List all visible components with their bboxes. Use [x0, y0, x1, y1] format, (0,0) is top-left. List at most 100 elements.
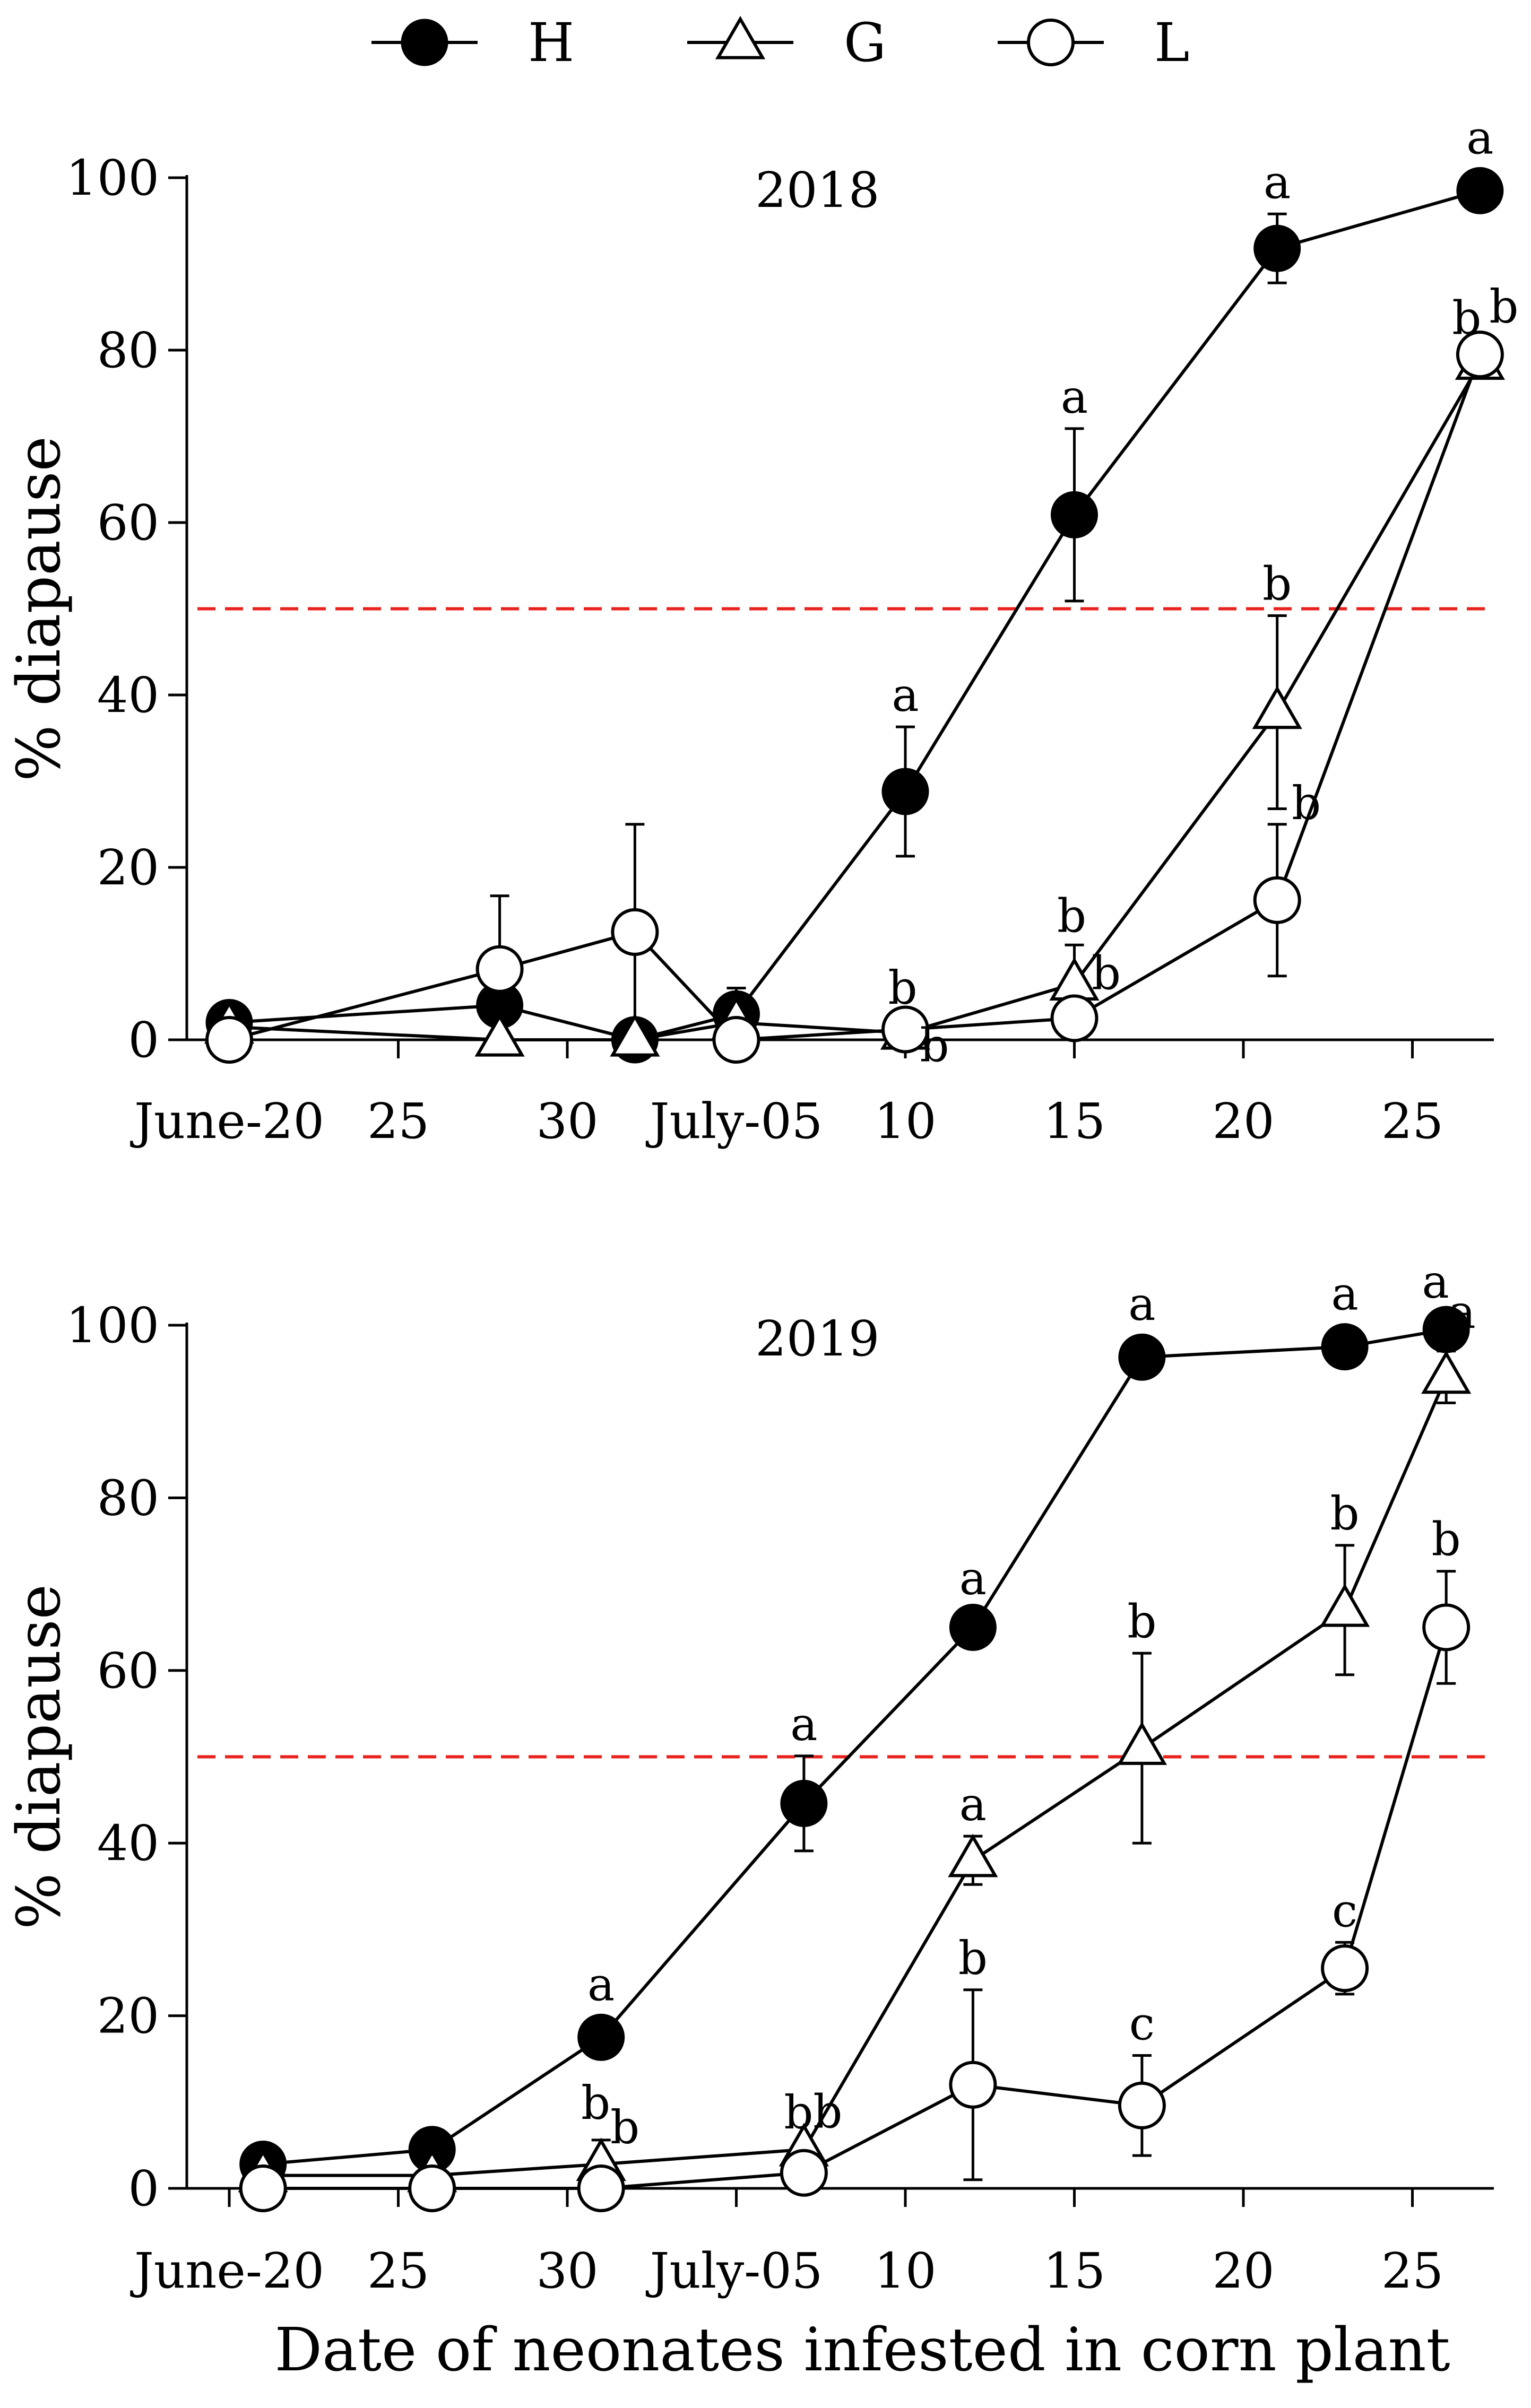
y-tick-label: 100: [66, 1297, 159, 1354]
point-G: [610, 1013, 660, 1057]
point-L: [881, 1005, 929, 1054]
x-tick-label: 10: [874, 1093, 936, 1150]
point-H: [577, 2013, 625, 2061]
point-L: [949, 2061, 997, 2109]
y-tick-label: 40: [97, 667, 159, 724]
sig-label-G: b: [1127, 1595, 1156, 1648]
x-tick-label: 20: [1212, 2242, 1274, 2299]
point-L: [577, 2164, 625, 2212]
sig-label-H: a: [1061, 371, 1088, 424]
sig-label-H: a: [1422, 1256, 1449, 1309]
y-tick-label: 80: [97, 322, 159, 379]
x-tick-label: June-20: [130, 1093, 324, 1150]
point-L: [1118, 2081, 1166, 2129]
point-G: [1049, 957, 1100, 1001]
point-H: [1253, 224, 1301, 272]
sig-label-L: b: [1432, 1514, 1461, 1567]
sig-label-H: a: [892, 669, 919, 722]
series-lines: [263, 1328, 1448, 2190]
y-tick-label: 60: [97, 1642, 159, 1699]
point-L: [1321, 1944, 1369, 1993]
sig-label-H: a: [959, 1552, 987, 1605]
x-tick-label: 25: [367, 2242, 429, 2299]
x-tick-label: 15: [1043, 2242, 1105, 2299]
panel-2019: 0 20 40 60 80 100 June-20 25 30 July-05 10 15 20 25 % …: [5, 1256, 1494, 2299]
x-tick-label: 15: [1043, 1093, 1105, 1150]
point-H: [780, 1779, 828, 1827]
y-tick-label: 40: [97, 1815, 159, 1872]
point-L: [1422, 1603, 1471, 1651]
sig-label-L: c: [1332, 1884, 1357, 1937]
x-tick-label: 30: [536, 1093, 598, 1150]
series-line-G: [229, 362, 1482, 1041]
point-L: [1050, 994, 1098, 1042]
legend-label-G: G: [844, 12, 886, 74]
point-L: [239, 2164, 287, 2212]
sig-label-L: b: [610, 2101, 639, 2154]
sig-label-G: b: [1262, 558, 1292, 611]
y-tick-label: 60: [97, 494, 159, 551]
x-tick-label: 10: [874, 2242, 936, 2299]
point-H: [1118, 1333, 1166, 1381]
legend-marker-L: [1027, 19, 1075, 66]
legend-label-L: L: [1154, 12, 1189, 74]
series-markers: [204, 167, 1505, 1064]
point-G: [948, 1833, 998, 1877]
point-H: [881, 768, 929, 815]
sig-label-G: b: [581, 2077, 610, 2130]
point-L: [408, 2164, 456, 2212]
point-G: [474, 1013, 525, 1057]
sig-label-G: a: [959, 1778, 987, 1831]
point-H: [1050, 491, 1098, 538]
series-line-L: [229, 354, 1482, 1042]
series-line-G: [263, 1376, 1448, 2177]
legend-marker-G: [715, 15, 766, 59]
sig-label-L: c: [1129, 1997, 1155, 2050]
sig-label-H: a: [1466, 111, 1493, 164]
point-G: [1320, 1583, 1370, 1627]
x-axis-title: Date of neonates infested in corn plant: [274, 2316, 1450, 2385]
point-L: [475, 945, 524, 993]
y-tick-label: 0: [128, 2160, 159, 2217]
sig-label-G: b: [1452, 292, 1481, 345]
x-tick-label: 25: [367, 1093, 429, 1150]
y-tick-label: 20: [97, 1988, 159, 2045]
sig-label-L: b: [1092, 947, 1121, 1000]
point-H: [949, 1603, 997, 1651]
panel-title: 2019: [755, 1310, 879, 1367]
point-L: [712, 1016, 760, 1064]
sig-label-G: a: [1449, 1286, 1476, 1339]
error-bars: [490, 212, 1287, 1041]
sig-label-H: a: [790, 1698, 817, 1751]
point-G: [1421, 1350, 1472, 1394]
sig-label-L: b: [813, 2086, 842, 2139]
y-tick-label: 80: [97, 1470, 159, 1526]
sig-label-G: b: [1057, 890, 1086, 943]
sig-label-H: a: [1264, 156, 1291, 209]
point-L: [205, 1016, 253, 1064]
sig-label-H: a: [587, 1958, 615, 2011]
x-tick-label: 25: [1381, 2242, 1443, 2299]
legend-marker-H: [401, 19, 448, 66]
sig-label-L: b: [958, 1932, 988, 1985]
x-tick-label: July-05: [646, 2242, 823, 2299]
series-line-L: [263, 1627, 1448, 2190]
sig-label-G: b: [888, 962, 917, 1015]
sig-label-H: a: [1128, 1278, 1155, 1331]
sig-label-G: b: [784, 2087, 813, 2140]
point-H: [1321, 1323, 1369, 1371]
sig-label-G: b: [1330, 1488, 1360, 1541]
point-L: [1253, 876, 1301, 924]
sig-label-L: b: [920, 1020, 949, 1073]
x-tick-label: June-20: [130, 2242, 324, 2299]
y-tick-label: 100: [66, 150, 159, 206]
point-L: [611, 908, 659, 956]
x-tick-label: 25: [1381, 1093, 1443, 1150]
y-axis-title: % diapause: [5, 1584, 74, 1929]
point-G: [1117, 1722, 1167, 1765]
x-tick-label: 30: [536, 2242, 598, 2299]
